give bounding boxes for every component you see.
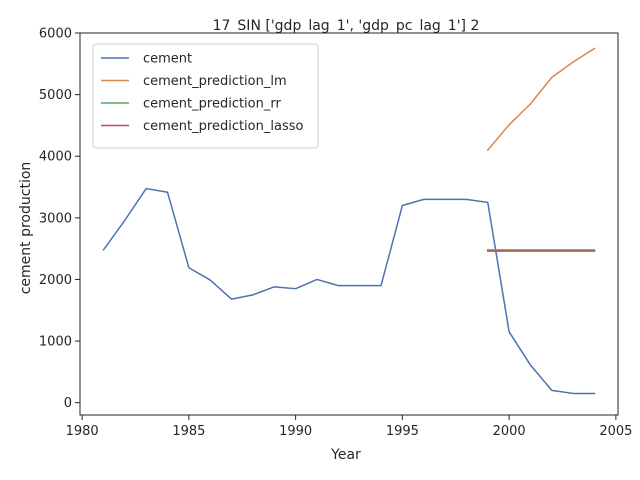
plot-frame [79, 32, 619, 416]
x-tick-label: 1985 [172, 424, 205, 439]
x-tick-label: 1990 [279, 424, 312, 439]
legend-box [92, 43, 319, 149]
x-tick-label: 1980 [66, 424, 99, 439]
y-tick-label: 1000 [39, 335, 72, 350]
series-line-cement [102, 187, 596, 395]
chart-title: 17_SIN ['gdp_lag_1', 'gdp_pc_lag_1'] 2 [213, 18, 480, 34]
x-tick-label: 2000 [493, 424, 526, 439]
legend-entry-label: cement_prediction_rr [143, 97, 281, 112]
legend-entry-label: cement [143, 52, 192, 67]
y-axis-label: cement production [18, 162, 34, 295]
y-tick-label: 5000 [39, 88, 72, 103]
legend: cement cement_prediction_lm cement_predict… [92, 43, 319, 149]
y-tick-label: 6000 [39, 27, 72, 42]
series-line-cement-prediction-lm [486, 47, 596, 152]
ticks-group: 1980 1985 1990 1995 2000 2005 0 1000 2000 3000 400… [39, 27, 633, 440]
axes-group [79, 32, 619, 416]
series-group [102, 47, 596, 395]
legend-entry-label: cement_prediction_lm [143, 74, 287, 89]
legend-entry-label: cement_prediction_lasso [143, 119, 303, 134]
y-tick-label: 0 [64, 396, 72, 411]
x-axis-label: Year [330, 447, 361, 463]
y-tick-label: 2000 [39, 273, 72, 288]
x-tick-label: 1995 [386, 424, 419, 439]
y-tick-label: 4000 [39, 150, 72, 165]
x-tick-label: 2005 [599, 424, 632, 439]
y-tick-label: 3000 [39, 211, 72, 226]
